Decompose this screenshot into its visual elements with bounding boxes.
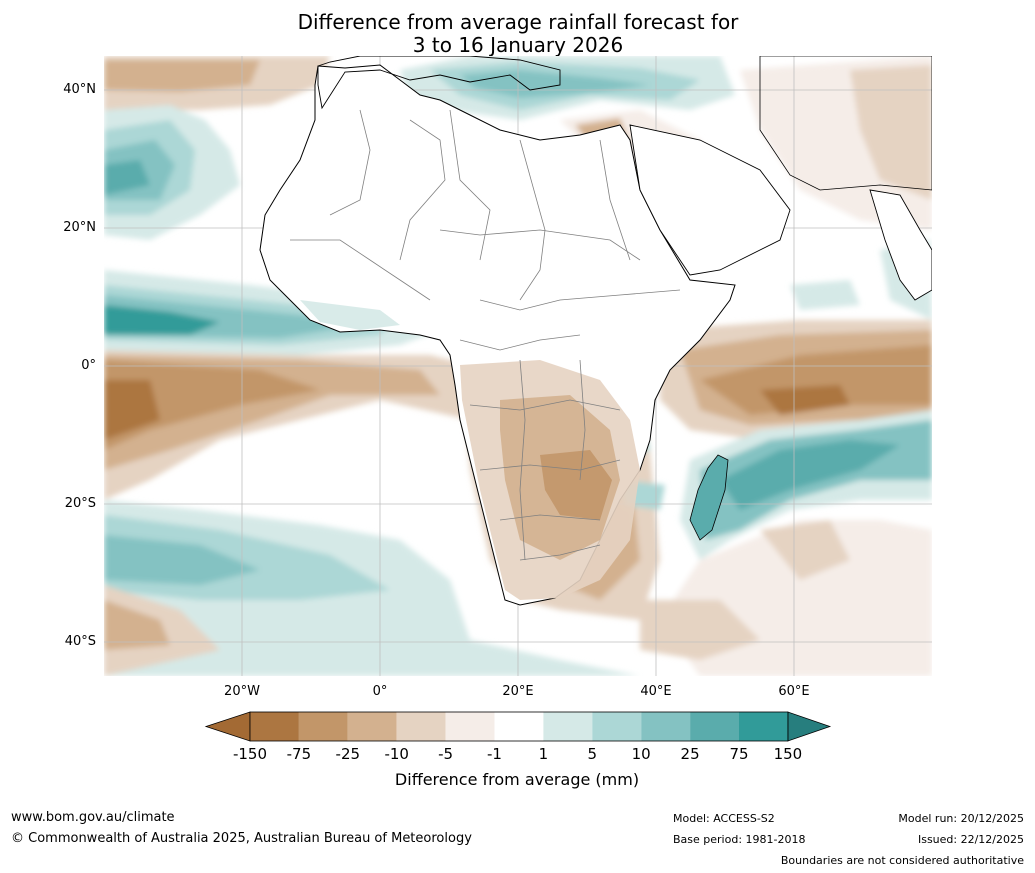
lon-label-40e: 40°E [640, 684, 672, 699]
footer-issued: Issued: 22/12/2025 [917, 833, 1024, 846]
footer-model: Model: ACCESS-S2 [673, 812, 775, 825]
colorbar-tick-label: 1 [538, 745, 549, 763]
map-title-line-2: 3 to 16 January 2026 [412, 33, 624, 57]
footer-model-run: Model run: 20/12/2025 [898, 812, 1024, 825]
colorbar-tick-label: -1 [487, 745, 502, 763]
footer-url[interactable]: www.bom.gov.au/climate [11, 810, 175, 825]
lat-label-40s: 40°S [64, 634, 96, 649]
colorbar-title: Difference from average (mm) [394, 770, 640, 789]
colorbar-tick-label: 5 [587, 745, 598, 763]
colorbar-segment [445, 712, 495, 741]
colorbar-tick-label: -150 [232, 745, 268, 763]
madagascar [689, 454, 729, 541]
colorbar-tick-label: 75 [729, 745, 749, 763]
colorbar-tick-label: 25 [680, 745, 700, 763]
colorbar-tick-label: -10 [384, 745, 409, 763]
colorbar-tick-label: -5 [438, 745, 454, 763]
lon-label-0: 0° [372, 684, 388, 699]
colorbar-segment [250, 712, 299, 741]
footer-copyright: © Commonwealth of Australia 2025, Austra… [11, 831, 472, 846]
map-title-line-1: Difference from average rainfall forecas… [297, 10, 739, 34]
colorbar-segment [396, 712, 446, 741]
colorbar-arrow-high [787, 711, 832, 742]
colorbar-segment [347, 712, 397, 741]
europe-coast [317, 56, 561, 110]
lat-label-40n: 40°N [63, 82, 96, 97]
colorbar-segment [641, 712, 691, 741]
footer-disclaimer: Boundaries are not considered authoritat… [780, 854, 1024, 867]
colorbar-tick-label: 150 [773, 745, 803, 763]
colorbar-tick-label: -75 [286, 745, 312, 763]
colorbar-tick-label: 10 [631, 745, 651, 763]
lat-label-0: 0° [81, 358, 96, 373]
lat-label-20s: 20°S [64, 496, 96, 511]
colorbar-tick-label: -25 [335, 745, 361, 763]
india-coast [869, 189, 932, 301]
colorbar [204, 711, 832, 742]
colorbar-segment [494, 712, 544, 741]
colorbar-segment [592, 712, 642, 741]
colorbar-segment [739, 712, 788, 741]
colorbar-segment [690, 712, 739, 741]
lon-label-20e: 20°E [502, 684, 534, 699]
arabian-peninsula [629, 124, 791, 276]
colorbar-arrow-low [204, 711, 251, 742]
colorbar-segment [298, 712, 348, 741]
country-borders [290, 109, 681, 561]
footer-base-period: Base period: 1981-2018 [673, 833, 806, 846]
colorbar-frame [249, 711, 789, 742]
lon-label-60e: 60°E [778, 684, 810, 699]
lat-label-20n: 20°N [63, 220, 96, 235]
lon-label-20w: 20°W [224, 684, 260, 699]
colorbar-segment [543, 712, 593, 741]
